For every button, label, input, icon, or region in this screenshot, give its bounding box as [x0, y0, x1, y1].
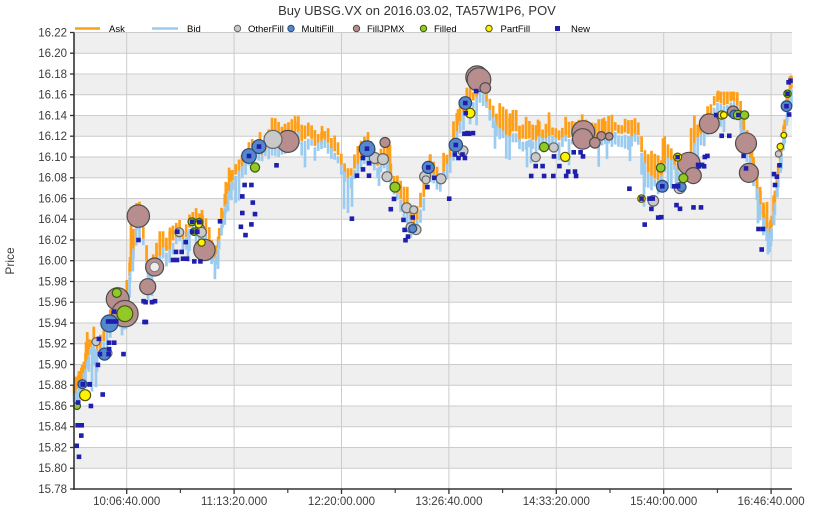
svg-text:15.94: 15.94	[38, 318, 67, 330]
svg-text:16.12: 16.12	[38, 131, 67, 143]
svg-text:15:40:00.000: 15:40:00.000	[630, 496, 697, 508]
svg-text:Bid: Bid	[187, 24, 201, 35]
svg-text:16.10: 16.10	[38, 152, 67, 164]
svg-text:16:46:40.000: 16:46:40.000	[738, 496, 805, 508]
svg-text:15.90: 15.90	[38, 359, 67, 371]
svg-text:15.88: 15.88	[38, 380, 67, 392]
svg-text:15.92: 15.92	[38, 339, 67, 351]
svg-text:MultiFill: MultiFill	[302, 24, 334, 35]
svg-text:New: New	[571, 24, 590, 35]
svg-text:16.08: 16.08	[38, 173, 67, 185]
svg-text:16.02: 16.02	[38, 235, 67, 247]
svg-text:15.96: 15.96	[38, 297, 67, 309]
svg-text:11:13:20.000: 11:13:20.000	[201, 496, 267, 508]
svg-text:10:06:40.000: 10:06:40.000	[93, 496, 160, 508]
svg-text:Ask: Ask	[109, 24, 125, 35]
svg-text:15.82: 15.82	[38, 442, 67, 454]
svg-text:15.84: 15.84	[38, 422, 67, 434]
svg-text:15.80: 15.80	[38, 463, 67, 475]
svg-text:OtherFill: OtherFill	[248, 24, 284, 35]
svg-text:14:33:20.000: 14:33:20.000	[523, 496, 590, 508]
svg-text:16.14: 16.14	[38, 110, 67, 122]
svg-text:15.98: 15.98	[38, 276, 67, 288]
svg-text:16.22: 16.22	[38, 27, 67, 39]
svg-text:16.20: 16.20	[38, 48, 67, 60]
svg-text:16.06: 16.06	[38, 193, 67, 205]
svg-text:16.00: 16.00	[38, 256, 67, 268]
svg-text:13:26:40.000: 13:26:40.000	[415, 496, 482, 508]
svg-text:16.04: 16.04	[38, 214, 67, 226]
svg-text:PartFill: PartFill	[501, 24, 531, 35]
svg-text:16.18: 16.18	[38, 69, 67, 81]
svg-text:Price: Price	[3, 247, 17, 275]
svg-text:Buy UBSG.VX on 2016.03.02, TA5: Buy UBSG.VX on 2016.03.02, TA57W1P6, POV	[278, 3, 556, 18]
svg-text:15.78: 15.78	[38, 484, 67, 496]
svg-text:FillJPMX: FillJPMX	[367, 24, 405, 35]
svg-text:Filled: Filled	[434, 24, 457, 35]
svg-text:12:20:00.000: 12:20:00.000	[308, 496, 375, 508]
svg-text:15.86: 15.86	[38, 401, 67, 413]
svg-text:16.16: 16.16	[38, 90, 67, 102]
